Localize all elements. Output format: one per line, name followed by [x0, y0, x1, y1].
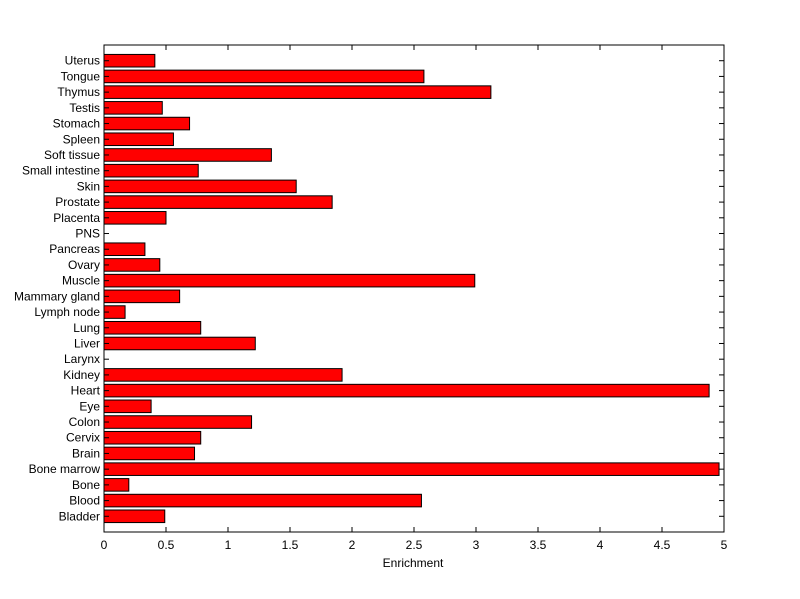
bar-brain — [103, 446, 196, 461]
y-tick-label-heart: Heart — [71, 384, 101, 398]
bar-tongue — [103, 69, 425, 84]
y-tick-label-larynx: Larynx — [64, 352, 100, 366]
plot-area — [103, 44, 725, 533]
y-tick-label-pancreas: Pancreas — [49, 242, 100, 256]
y-tick-label-stomach: Stomach — [53, 117, 100, 131]
x-tick-label: 4.5 — [654, 538, 671, 552]
bar-placenta — [103, 211, 167, 225]
x-tick-label: 3 — [473, 538, 480, 552]
bar-heart — [103, 383, 710, 398]
x-tick-label: 2.5 — [406, 538, 423, 552]
y-tick-label-uterus: Uterus — [65, 54, 100, 68]
y-tick-label-small-intestine: Small intestine — [22, 164, 100, 178]
bar-small-intestine — [103, 163, 199, 178]
x-tick-label: 0 — [101, 538, 108, 552]
bar-uterus — [103, 53, 156, 68]
x-axis-ticks: 0 0.5 1 1.5 2 2.5 3 3.5 4 4.5 5 — [101, 45, 728, 552]
bar-kidney — [103, 368, 343, 382]
y-tick-label-muscle: Muscle — [62, 274, 100, 288]
bar-stomach — [103, 116, 191, 131]
x-tick-label: 1.5 — [282, 538, 299, 552]
y-tick-label-skin: Skin — [77, 179, 100, 193]
bar-bone-marrow — [103, 462, 720, 476]
bar-eye — [103, 399, 152, 414]
y-tick-label-pns: PNS — [75, 227, 100, 241]
y-tick-label-prostate: Prostate — [55, 195, 100, 209]
bar-ovary — [103, 258, 161, 272]
y-tick-label-eye: Eye — [79, 399, 100, 413]
y-tick-label-liver: Liver — [74, 336, 100, 350]
y-tick-label-lymph-node: Lymph node — [34, 305, 100, 319]
bar-soft-tissue — [103, 148, 272, 162]
y-tick-label-soft-tissue: Soft tissue — [44, 148, 100, 162]
y-tick-label-tongue: Tongue — [61, 69, 101, 83]
y-tick-label-mammary-gland: Mammary gland — [14, 289, 100, 303]
y-tick-label-placenta: Placenta — [53, 211, 100, 225]
y-tick-label-bone-marrow: Bone marrow — [29, 462, 101, 476]
y-tick-label-spleen: Spleen — [63, 132, 100, 146]
y-tick-label-ovary: Ovary — [68, 258, 100, 272]
bar-muscle — [103, 273, 476, 288]
y-tick-label-blood: Blood — [69, 494, 100, 508]
bar-pancreas — [103, 242, 146, 257]
x-tick-label: 0.5 — [158, 538, 175, 552]
bar-colon — [103, 415, 253, 429]
x-tick-label: 1 — [225, 538, 232, 552]
y-tick-label-thymus: Thymus — [57, 85, 100, 99]
bar-blood — [103, 493, 422, 508]
x-tick-label: 3.5 — [530, 538, 547, 552]
y-tick-label-testis: Testis — [69, 101, 100, 115]
bar-mammary-gland — [103, 289, 181, 304]
y-tick-label-lung: Lung — [73, 321, 100, 335]
bar-bladder — [103, 509, 166, 524]
bar-testis — [103, 101, 163, 115]
bar-spleen — [103, 132, 174, 147]
bar-liver — [103, 336, 256, 351]
y-tick-label-cervix: Cervix — [66, 431, 100, 445]
x-axis-label: Enrichment — [383, 556, 444, 570]
y-tick-label-bladder: Bladder — [59, 509, 100, 523]
bar-cervix — [103, 430, 202, 445]
y-tick-label-colon: Colon — [69, 415, 100, 429]
x-tick-label: 5 — [721, 538, 728, 552]
y-tick-label-brain: Brain — [72, 446, 100, 460]
x-tick-label: 2 — [349, 538, 356, 552]
bar-skin — [103, 179, 297, 194]
y-tick-label-kidney: Kidney — [63, 368, 100, 382]
bar-lung — [103, 320, 202, 335]
x-tick-label: 4 — [597, 538, 604, 552]
y-tick-label-bone: Bone — [72, 478, 100, 492]
bar-prostate — [103, 195, 333, 209]
bar-thymus — [103, 85, 492, 99]
